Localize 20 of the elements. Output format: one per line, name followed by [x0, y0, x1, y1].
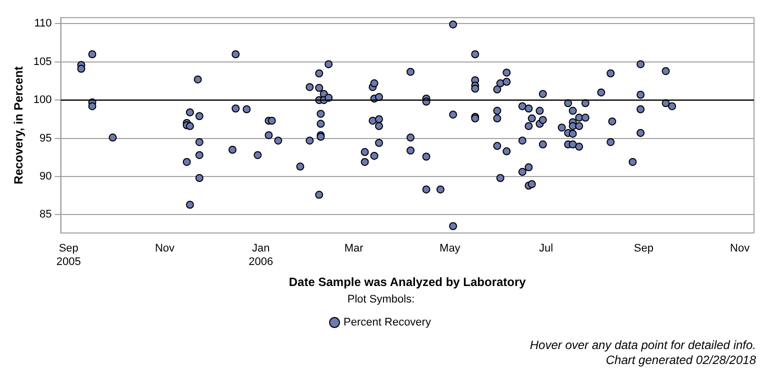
x-axis-title: Date Sample was Analyzed by Laboratory: [288, 274, 526, 289]
y-tick-label: 90: [40, 170, 52, 183]
y-tick-label: 85: [40, 208, 52, 221]
x-tick-label: Sep 2005: [56, 242, 81, 268]
text: Hover over any data point for detailed info.: [528, 338, 756, 353]
y-tick-label: 95: [40, 132, 52, 144]
text: Chart generated 02/28/2018: [604, 353, 756, 368]
y-tick-label: 105: [33, 56, 52, 68]
y-tick-label: 100: [33, 94, 52, 106]
x-tick-label: Nov: [154, 242, 176, 255]
y-axis-title: Recovery, in Percent: [12, 66, 26, 184]
x-tick-label: Jul: [538, 242, 554, 255]
x-tick-label: May: [440, 242, 461, 255]
y-tick-label: 110: [34, 18, 52, 30]
x-tick-label: Sep: [634, 242, 654, 255]
x-tick-label: Jan 2006: [248, 242, 274, 268]
legend-label: Percent Recovery: [344, 316, 432, 329]
legend-title: Plot Symbols:: [347, 293, 415, 306]
x-tick-label: Nov: [730, 242, 750, 255]
x-tick-label: Mar: [344, 242, 364, 255]
